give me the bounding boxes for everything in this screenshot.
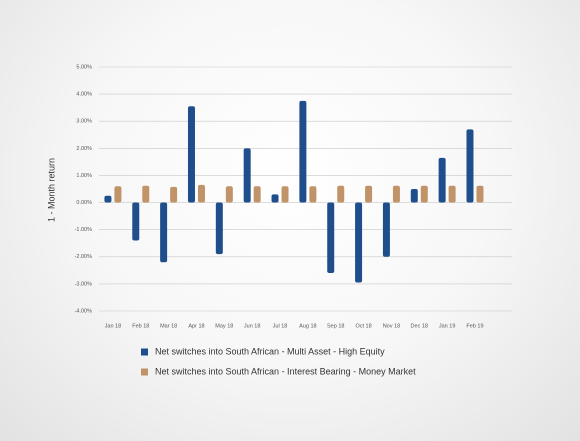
- y-tick-label: 0.00%: [76, 200, 92, 206]
- y-tick-label: 2.00%: [76, 146, 92, 152]
- bar: [142, 185, 150, 203]
- bar: [215, 202, 223, 255]
- x-tick-label: Jan 18: [105, 323, 122, 329]
- x-tick-label: Oct 18: [355, 323, 371, 329]
- x-tick-label: Feb 19: [466, 323, 483, 329]
- bar: [392, 185, 400, 203]
- bar: [410, 189, 418, 203]
- x-tick-label: Aug 18: [299, 323, 316, 329]
- bar: [382, 202, 390, 257]
- x-tick-label: May 18: [215, 323, 233, 329]
- bar: [420, 185, 428, 203]
- y-tick-label: -2.00%: [75, 254, 93, 260]
- y-tick-label: 4.00%: [76, 92, 92, 98]
- y-tick-label: -4.00%: [75, 308, 93, 314]
- bar: [253, 186, 261, 203]
- x-tick-label: Mar 18: [160, 323, 177, 329]
- bar: [104, 195, 112, 203]
- legend-label: Net switches into South African - Multi …: [155, 346, 385, 356]
- y-tick-label: 3.00%: [76, 119, 92, 125]
- legend-swatch: [141, 348, 148, 356]
- x-tick-label: Dec 18: [411, 323, 428, 329]
- bar: [132, 202, 140, 241]
- bar: [309, 186, 317, 203]
- y-tick-label: 5.00%: [76, 64, 92, 70]
- bar: [476, 185, 484, 203]
- bar: [170, 186, 178, 203]
- bar: [281, 186, 289, 203]
- x-tick-label: Apr 18: [188, 323, 204, 329]
- y-tick-label: 1.00%: [76, 173, 92, 179]
- bar: [243, 148, 251, 203]
- x-tick-label: Jun 18: [244, 323, 261, 329]
- y-tick-label: -1.00%: [75, 227, 93, 233]
- x-tick-label: Nov 18: [383, 323, 400, 329]
- bar: [365, 185, 373, 203]
- bar: [114, 186, 122, 203]
- bar: [197, 184, 205, 203]
- bar: [160, 202, 168, 263]
- legend-label: Net switches into South African - Intere…: [155, 366, 416, 376]
- y-tick-label: -3.00%: [75, 281, 93, 287]
- bar: [271, 194, 279, 203]
- x-tick-label: Jul 18: [273, 323, 288, 329]
- bar: [327, 202, 335, 274]
- bar: [438, 157, 446, 203]
- bar: [225, 186, 233, 203]
- bar: [448, 185, 456, 203]
- bar: [466, 129, 474, 203]
- bar: [337, 185, 345, 203]
- bar: [355, 202, 363, 283]
- x-tick-label: Feb 18: [132, 323, 149, 329]
- bar: [187, 106, 195, 203]
- x-tick-label: Jan 19: [439, 323, 456, 329]
- bar: [299, 100, 307, 203]
- legend-swatch: [141, 368, 148, 376]
- y-axis-label: 1 - Month return: [46, 158, 56, 222]
- x-tick-label: Sep 18: [327, 323, 344, 329]
